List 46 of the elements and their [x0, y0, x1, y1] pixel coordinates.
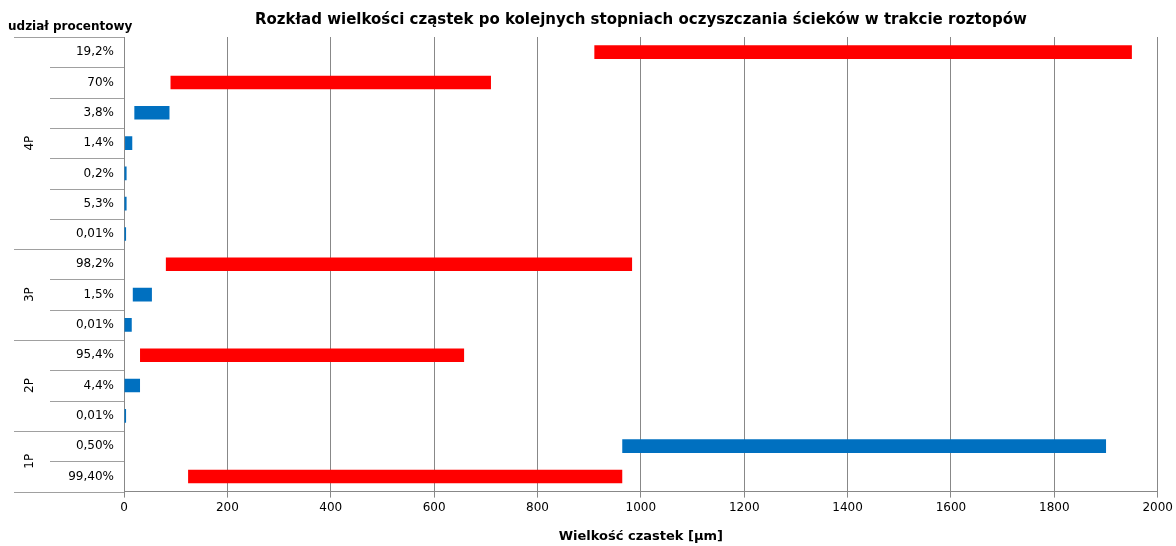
bar	[170, 75, 491, 90]
x-tick-label: 800	[526, 499, 549, 514]
x-tick-label: 600	[422, 499, 446, 514]
bar	[165, 257, 633, 272]
y-tick-label: 0,50%	[75, 438, 114, 453]
y-axis-title: udział procentowy	[8, 19, 133, 34]
text: 1P	[22, 453, 37, 469]
bar	[188, 469, 623, 484]
y-tick-label: 0,01%	[75, 407, 114, 422]
x-tick-label: 1000	[625, 499, 657, 514]
y-tick-label: 0,2%	[83, 165, 114, 180]
y-tick-label: 4,4%	[83, 377, 114, 392]
bar	[124, 378, 141, 393]
bar	[124, 196, 127, 211]
x-tick-label: 1600	[935, 499, 967, 514]
bar	[132, 287, 152, 302]
x-axis-title: Wielkość czastek [µm]	[558, 528, 723, 544]
x-tick-label: 1200	[728, 499, 760, 514]
x-tick-label: 1800	[1039, 499, 1070, 514]
text: 4P	[22, 135, 37, 151]
bar	[124, 318, 132, 332]
y-tick-label: 0,01%	[75, 226, 114, 241]
x-tick-label: 2000	[1142, 499, 1173, 514]
bar	[134, 105, 170, 120]
bar	[140, 348, 465, 363]
y-tick-label: 1,5%	[83, 286, 114, 301]
y-tick-label: 5,3%	[83, 195, 114, 210]
y-tick-label: 70%	[87, 74, 114, 89]
x-tick-label: 400	[319, 499, 343, 514]
x-tick-label: 0	[120, 499, 128, 514]
text: 3P	[22, 287, 37, 303]
y-tick-label: 3,8%	[83, 104, 114, 119]
x-tick-label: 200	[215, 499, 239, 514]
y-tick-label: 19,2%	[75, 44, 114, 59]
chart-title: Rozkład wielkości cząstek po kolejnych stopniach oczyszczania ścieków w trakcie roztopów	[254, 9, 1027, 28]
bar	[124, 166, 127, 181]
y-tick-label: 99,40%	[68, 468, 114, 483]
y-tick-label: 98,2%	[75, 256, 114, 271]
bar	[622, 439, 1107, 453]
y-tick-label: 1,4%	[83, 135, 114, 150]
text: 2P	[22, 378, 37, 393]
bar	[594, 45, 1132, 59]
x-tick-label: 1400	[832, 499, 863, 514]
y-tick-label: 95,4%	[75, 347, 114, 362]
y-tick-label: 0,01%	[75, 317, 114, 332]
bar	[125, 136, 133, 150]
